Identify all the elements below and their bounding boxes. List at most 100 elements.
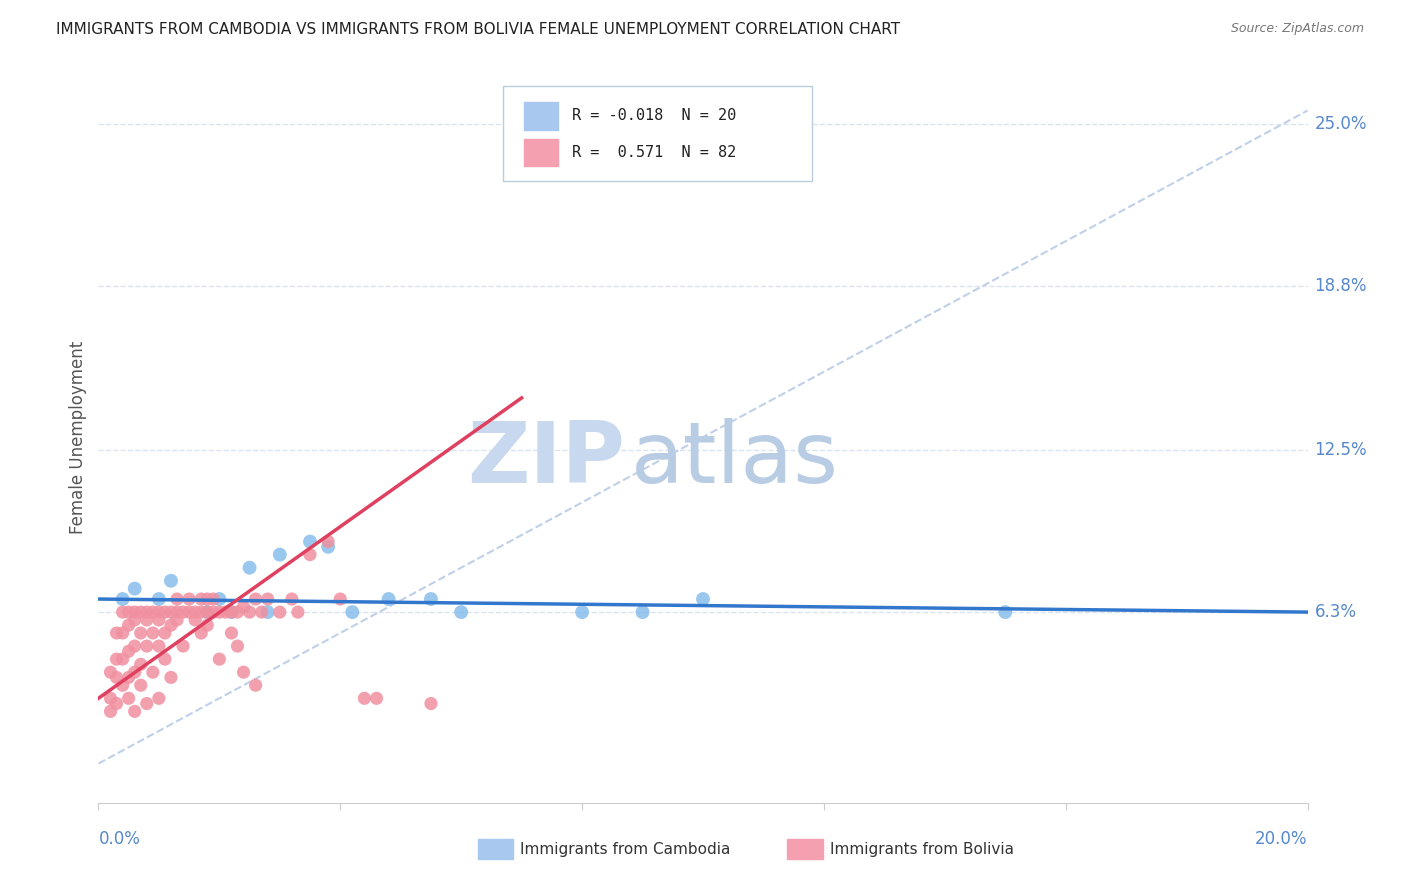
Point xyxy=(166,592,188,607)
Text: Source: ZipAtlas.com: Source: ZipAtlas.com xyxy=(1230,22,1364,36)
Point xyxy=(100,665,122,680)
Point xyxy=(214,605,236,619)
Point xyxy=(190,592,212,607)
Point xyxy=(281,592,304,607)
Point xyxy=(342,605,364,619)
Point xyxy=(232,599,254,614)
Point xyxy=(329,592,352,607)
Point xyxy=(172,605,194,619)
Point xyxy=(166,605,188,619)
Point xyxy=(118,691,141,706)
Point xyxy=(111,626,134,640)
Point xyxy=(148,691,170,706)
Point xyxy=(221,605,243,619)
Point xyxy=(316,534,339,549)
Point xyxy=(221,605,243,619)
Point xyxy=(124,639,146,653)
Point xyxy=(160,670,183,684)
Point xyxy=(571,605,593,619)
Point xyxy=(245,592,267,607)
Point xyxy=(111,605,134,619)
Point xyxy=(135,639,157,653)
Text: R = -0.018  N = 20: R = -0.018 N = 20 xyxy=(572,109,737,123)
Text: ZIP: ZIP xyxy=(467,417,624,500)
Point xyxy=(195,592,218,607)
Point xyxy=(299,534,322,549)
Point xyxy=(419,697,441,711)
Point xyxy=(124,705,146,719)
Point xyxy=(994,605,1017,619)
Point xyxy=(226,605,249,619)
Text: 6.3%: 6.3% xyxy=(1315,603,1357,621)
Point xyxy=(148,605,170,619)
Point xyxy=(299,548,322,562)
Point xyxy=(124,613,146,627)
Bar xyxy=(524,102,558,130)
Point xyxy=(232,665,254,680)
Text: 12.5%: 12.5% xyxy=(1315,442,1367,459)
Y-axis label: Female Unemployment: Female Unemployment xyxy=(69,341,87,533)
Point xyxy=(142,605,165,619)
Point xyxy=(208,605,231,619)
Point xyxy=(177,605,201,619)
Text: 0.0%: 0.0% xyxy=(98,830,141,847)
Point xyxy=(172,639,194,653)
Point xyxy=(166,613,188,627)
Text: IMMIGRANTS FROM CAMBODIA VS IMMIGRANTS FROM BOLIVIA FEMALE UNEMPLOYMENT CORRELAT: IMMIGRANTS FROM CAMBODIA VS IMMIGRANTS F… xyxy=(56,22,900,37)
Point xyxy=(269,548,291,562)
Point xyxy=(195,618,218,632)
Point xyxy=(239,560,262,574)
Point xyxy=(111,652,134,666)
Point xyxy=(105,670,128,684)
Point xyxy=(366,691,388,706)
Point xyxy=(377,592,399,607)
Point xyxy=(250,605,273,619)
Point xyxy=(202,592,225,607)
Point xyxy=(287,605,309,619)
Point xyxy=(153,605,176,619)
Point xyxy=(142,626,165,640)
Point xyxy=(118,618,141,632)
Point xyxy=(135,605,157,619)
Point xyxy=(124,665,146,680)
Point xyxy=(135,697,157,711)
Text: Immigrants from Bolivia: Immigrants from Bolivia xyxy=(830,842,1014,856)
Point xyxy=(118,670,141,684)
Point xyxy=(111,678,134,692)
Point xyxy=(692,592,714,607)
Point xyxy=(124,605,146,619)
Point xyxy=(195,605,218,619)
Point xyxy=(190,626,212,640)
Text: Immigrants from Cambodia: Immigrants from Cambodia xyxy=(520,842,731,856)
Point xyxy=(226,639,249,653)
Point xyxy=(148,639,170,653)
Text: 25.0%: 25.0% xyxy=(1315,114,1367,133)
Point xyxy=(160,574,183,588)
Point xyxy=(256,592,278,607)
Point xyxy=(419,592,441,607)
Point xyxy=(129,605,152,619)
Point xyxy=(111,592,134,607)
Point xyxy=(142,665,165,680)
Point xyxy=(631,605,654,619)
Point xyxy=(153,626,176,640)
Point xyxy=(202,605,225,619)
Point xyxy=(184,605,207,619)
Point xyxy=(105,652,128,666)
Point xyxy=(353,691,375,706)
Text: atlas: atlas xyxy=(630,417,838,500)
Point xyxy=(135,613,157,627)
Point xyxy=(208,592,231,607)
Point xyxy=(160,605,183,619)
Text: 20.0%: 20.0% xyxy=(1256,830,1308,847)
Point xyxy=(148,613,170,627)
Point xyxy=(129,626,152,640)
Point xyxy=(105,697,128,711)
Point xyxy=(100,705,122,719)
Point xyxy=(316,540,339,554)
Point xyxy=(160,618,183,632)
Point xyxy=(100,691,122,706)
FancyBboxPatch shape xyxy=(503,86,811,181)
Point xyxy=(269,605,291,619)
Bar xyxy=(524,138,558,167)
